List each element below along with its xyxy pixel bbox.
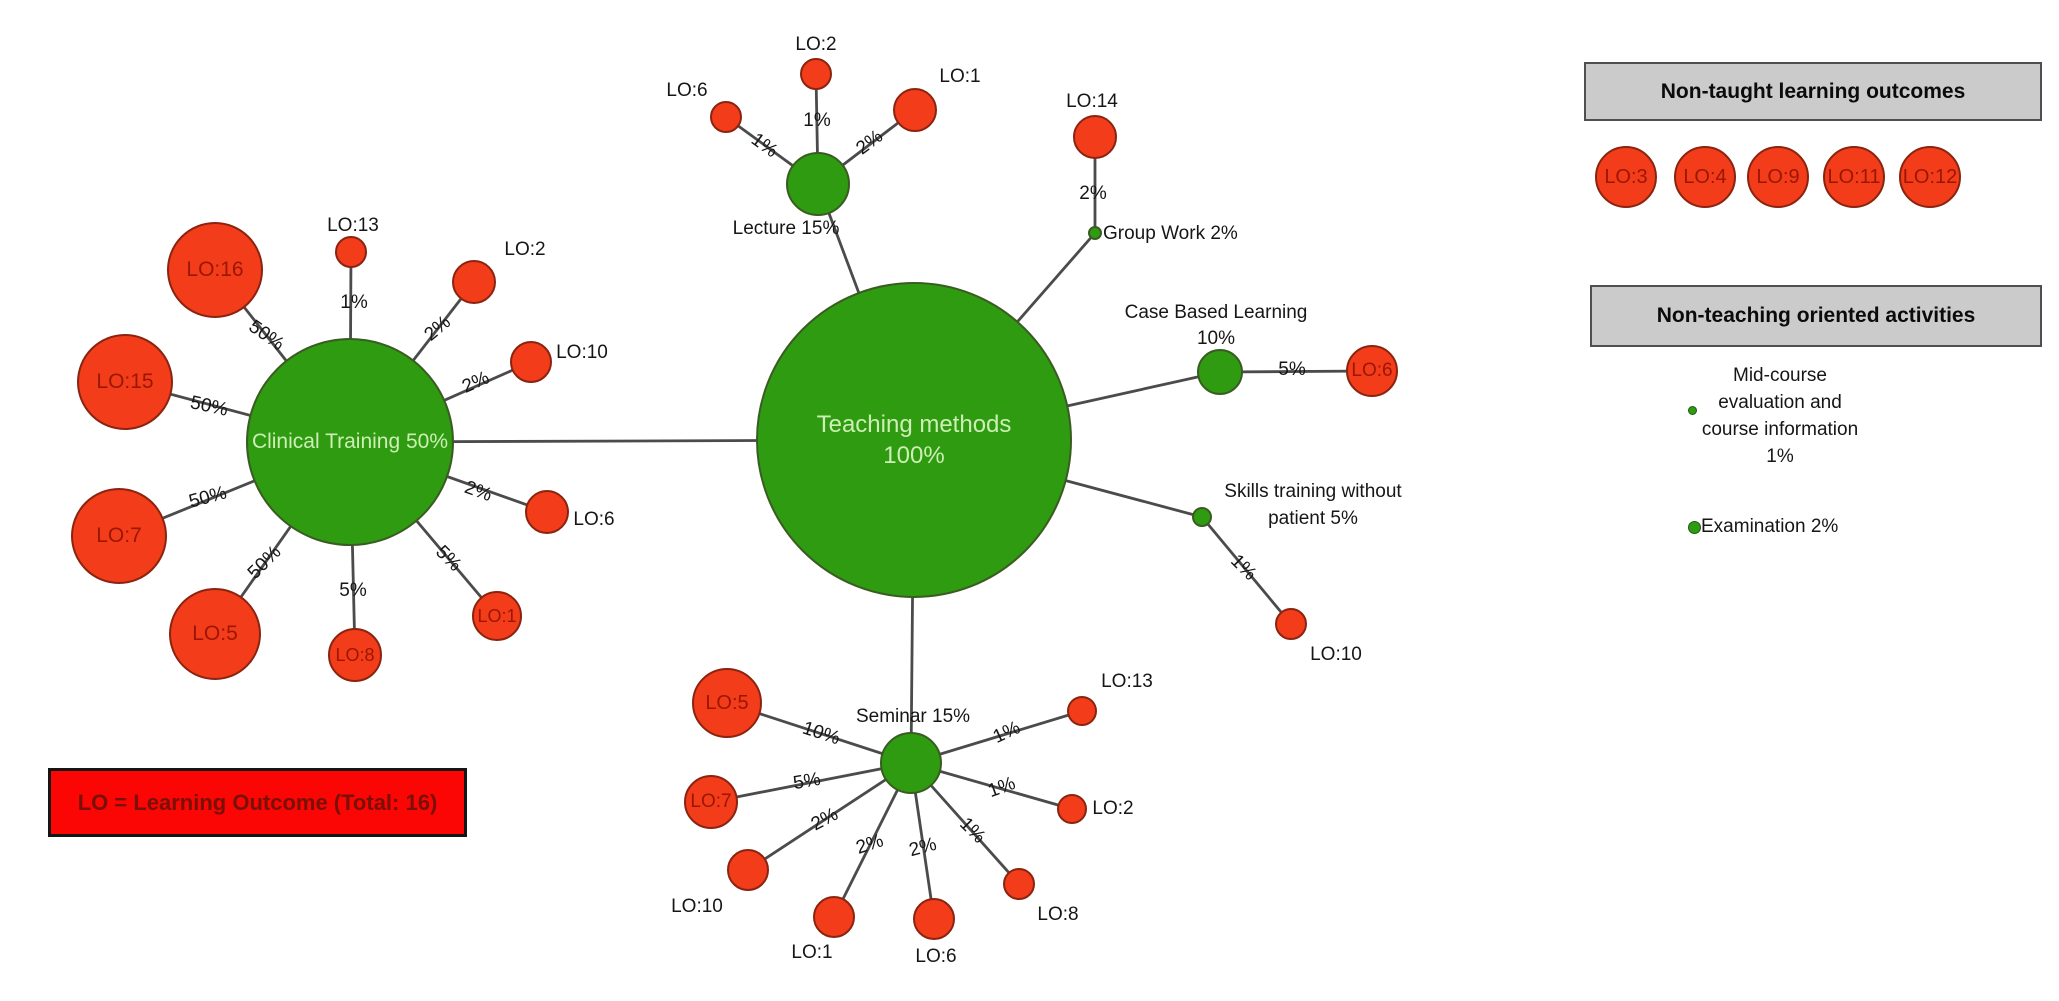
outcome-label: LO:8 — [335, 644, 375, 665]
legend-box: LO = Learning Outcome (Total: 16) — [48, 768, 467, 837]
outcome-node — [893, 88, 937, 132]
outcome-node: LO:8 — [328, 628, 382, 682]
outcome-label: LO:6 — [1351, 360, 1393, 381]
outcome-label: LO:2 — [504, 239, 546, 260]
teaching-methods-pct: 100% — [883, 442, 945, 469]
outcome-node: LO:5 — [169, 588, 261, 680]
node-lecture — [786, 152, 850, 216]
outcome-label: LO:1 — [791, 942, 833, 963]
outcome-node — [800, 58, 832, 90]
outcome-label: LO:10 — [1310, 644, 1362, 665]
outcome-node: LO:16 — [167, 222, 263, 318]
outcome-label: LO:5 — [192, 622, 238, 645]
outcome-label: LO:10 — [556, 342, 608, 363]
outcome-label: LO:13 — [1101, 671, 1153, 692]
teaching-methods-label: Teaching methods — [816, 411, 1012, 438]
outcome-label: LO:7 — [690, 791, 732, 812]
activity-dot-icon — [1688, 521, 1701, 534]
outcome-node: LO:15 — [77, 334, 173, 430]
outcome-node — [727, 849, 769, 891]
activity-mid-course: Mid-course evaluation and course informa… — [1694, 362, 1866, 470]
outcome-node: LO:7 — [71, 488, 167, 584]
outcome-node — [335, 236, 367, 268]
seminar-label: Seminar 15% — [855, 706, 971, 727]
outcome-node: LO:6 — [1346, 345, 1398, 397]
activity-pct: 1% — [1766, 446, 1794, 467]
outcome-node — [510, 341, 552, 383]
outcome-label: LO:13 — [327, 215, 379, 236]
non-taught-outcome-node: LO:3 — [1595, 146, 1657, 208]
activity-label: Mid-course evaluation and course informa… — [1701, 365, 1859, 440]
outcome-node — [710, 101, 742, 133]
clinical-training-label: Clinical Training 50% — [251, 430, 449, 453]
group-work-label: Group Work 2% — [1103, 223, 1238, 244]
edge-label: 5% — [1278, 359, 1306, 380]
outcome-node — [913, 898, 955, 940]
outcome-label: LO:6 — [573, 509, 615, 530]
outcome-label: LO:16 — [186, 258, 244, 281]
outcome-node: LO:1 — [472, 591, 522, 641]
edge-label: 1% — [803, 110, 831, 131]
activity-label: Examination — [1701, 516, 1806, 537]
outcome-label: LO:14 — [1066, 91, 1118, 112]
non-taught-outcome-node: LO:4 — [1674, 146, 1736, 208]
outcome-node — [1057, 794, 1087, 824]
outcome-label: LO:15 — [96, 370, 154, 393]
edge-label: 5% — [791, 768, 823, 795]
outcome-label: LO:6 — [666, 80, 708, 101]
node-clinical-training: Clinical Training 50% — [246, 338, 454, 546]
outcome-node — [1275, 608, 1307, 640]
node-case-based-learning — [1197, 349, 1243, 395]
outcome-label: LO:1 — [939, 66, 981, 87]
node-seminar — [880, 732, 942, 794]
outcome-label: LO:2 — [1092, 798, 1134, 819]
panel-header-non-teaching: Non-teaching oriented activities — [1590, 285, 2042, 347]
outcome-label: LO:3 — [1604, 165, 1648, 188]
outcome-node: LO:7 — [684, 775, 738, 829]
edge-label: 5% — [339, 580, 367, 601]
activity-examination: Examination 2% — [1701, 514, 1838, 540]
outcome-node — [452, 260, 496, 304]
outcome-node — [1073, 115, 1117, 159]
lecture-label: Lecture 15% — [732, 218, 840, 239]
non-taught-outcome-node: LO:9 — [1747, 146, 1809, 208]
outcome-label: LO:5 — [705, 691, 749, 714]
node-teaching-methods: Teaching methods 100% — [756, 282, 1072, 598]
outcome-label: LO:2 — [795, 34, 837, 55]
node-skills-training — [1192, 507, 1212, 527]
outcome-label: LO:4 — [1683, 165, 1727, 188]
outcome-label: LO:7 — [96, 524, 142, 547]
outcome-node — [525, 490, 569, 534]
outcome-node — [1067, 696, 1097, 726]
outcome-label: LO:9 — [1756, 165, 1800, 188]
outcome-label: LO:10 — [671, 896, 723, 917]
outcome-label: LO:11 — [1827, 165, 1881, 188]
outcome-label: LO:1 — [477, 605, 517, 626]
outcome-node — [813, 896, 855, 938]
outcome-label: LO:12 — [1902, 165, 1958, 188]
outcome-label: LO:6 — [915, 946, 957, 967]
outcome-node: LO:5 — [692, 668, 762, 738]
outcome-node — [1003, 868, 1035, 900]
case-based-pct: 10% — [1196, 328, 1236, 349]
non-taught-outcome-node: LO:12 — [1899, 146, 1961, 208]
case-based-label: Case Based Learning — [1124, 302, 1308, 323]
activity-dot-icon — [1688, 406, 1697, 415]
edge-label: 2% — [1079, 183, 1107, 204]
skills-label: Skills training without patient 5% — [1224, 481, 1402, 529]
outcome-label: LO:8 — [1037, 904, 1079, 925]
node-group-work — [1088, 226, 1102, 240]
non-taught-outcome-node: LO:11 — [1823, 146, 1885, 208]
edge-label: 1% — [340, 292, 368, 313]
panel-header-non-taught: Non-taught learning outcomes — [1584, 62, 2042, 121]
case-based-label-block: Case Based Learning 10% — [1104, 300, 1328, 352]
activity-pct: 2% — [1810, 516, 1839, 537]
